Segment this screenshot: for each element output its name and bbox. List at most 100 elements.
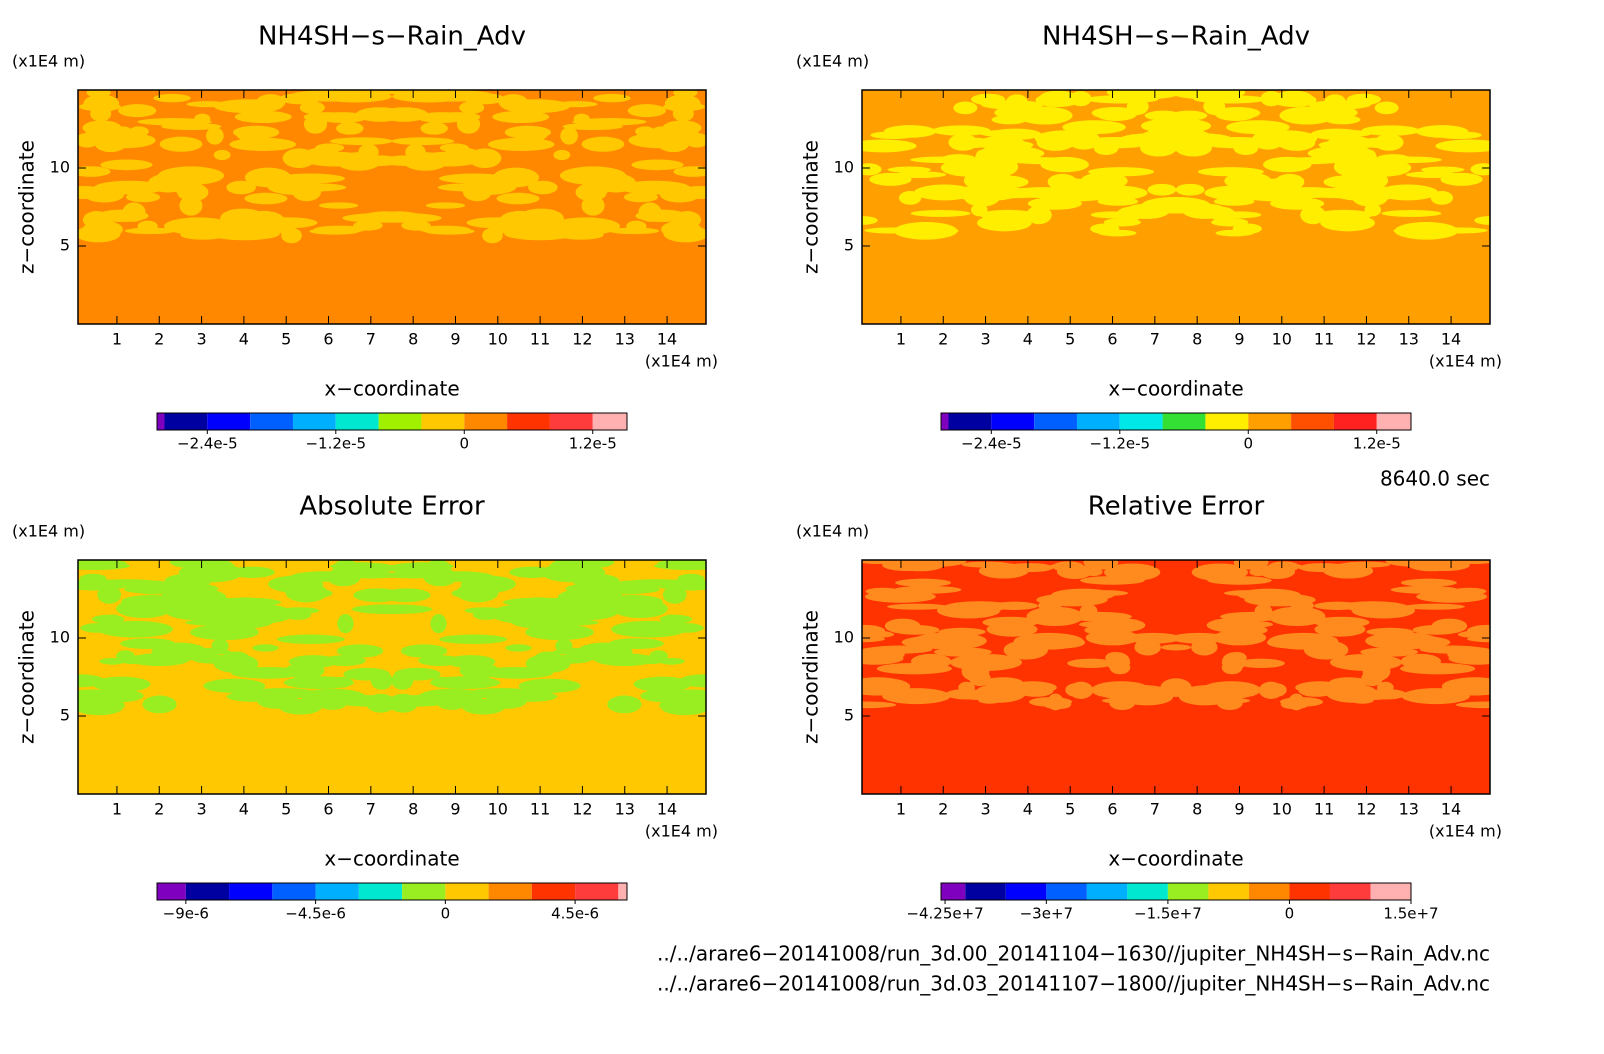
x-tick-label: 4 <box>239 330 249 349</box>
contour-patch <box>122 202 146 222</box>
colorbar-tick-label: −3e+7 <box>1020 905 1073 923</box>
contour-patch <box>573 113 590 124</box>
contour-patch <box>425 202 466 209</box>
contour-patch <box>1441 677 1490 696</box>
contour-patch <box>1470 163 1490 176</box>
contour-patch <box>945 688 987 700</box>
contour-patch <box>437 183 512 192</box>
x-tick-label: 2 <box>938 330 948 349</box>
contour-patch <box>633 676 692 692</box>
contour-patch <box>635 126 655 137</box>
contour-patch <box>302 151 369 167</box>
x-axis-label: x−coordinate <box>1108 377 1243 401</box>
contour-patch <box>1039 90 1078 105</box>
colorbar-segment <box>1370 883 1411 900</box>
contour-patch <box>94 180 165 195</box>
contour-patch <box>1013 632 1084 650</box>
contour-patch <box>1258 178 1303 193</box>
x-tick-label: 12 <box>572 800 592 819</box>
contour-patch <box>430 676 501 689</box>
colorbar-tick-label: 1.2e-5 <box>569 435 617 453</box>
contour-patch <box>657 135 690 153</box>
contour-patch <box>203 678 266 693</box>
colorbar-tick-label: 1.5e+7 <box>1383 905 1438 923</box>
contour-patch <box>1374 101 1399 115</box>
contour-patch <box>1075 137 1152 149</box>
contour-patch <box>1026 606 1084 627</box>
x-tick-label: 11 <box>1314 800 1334 819</box>
contour-patch <box>437 696 467 710</box>
panel-title: NH4SH−s−Rain_Adv <box>258 22 526 52</box>
contour-patch <box>1365 688 1407 700</box>
colorbar-segment <box>965 883 1006 900</box>
contour-patch <box>1144 110 1182 121</box>
colorbar-segment <box>549 413 593 430</box>
x-tick-label: 3 <box>196 800 206 819</box>
x-tick-label: 5 <box>1065 330 1075 349</box>
x-axis-label: x−coordinate <box>1108 847 1243 871</box>
contour-patch <box>391 671 414 690</box>
contour-patch <box>1269 562 1302 570</box>
contour-patch <box>1116 206 1144 221</box>
contour-patch <box>1380 635 1451 649</box>
contour-patch <box>1360 647 1419 657</box>
contour-patch <box>1147 183 1177 196</box>
contour-patch <box>221 651 249 663</box>
colorbar-segment <box>378 413 422 430</box>
contour-patch <box>581 136 625 152</box>
contour-patch <box>975 175 1029 189</box>
colorbar-segment <box>1005 883 1047 900</box>
x-tick-label: 7 <box>1150 800 1160 819</box>
contour-patch <box>207 605 283 626</box>
contour-patch <box>388 693 419 713</box>
contour-patch <box>97 585 122 604</box>
contour-patch <box>862 216 878 225</box>
colorbar-segment <box>207 413 251 430</box>
y-tick-label: 10 <box>50 628 70 647</box>
x-tick-label: 10 <box>1272 800 1292 819</box>
x-tick-label: 9 <box>450 800 460 819</box>
contour-patch <box>1340 561 1391 568</box>
contour-patch <box>1314 616 1370 629</box>
colorbar-segment <box>250 413 293 430</box>
contour-patch <box>159 136 203 152</box>
contour-patch <box>1069 659 1131 667</box>
contour-patch <box>870 131 916 139</box>
contour-patch <box>608 227 660 235</box>
contour-patch <box>658 658 685 665</box>
contour-patch <box>978 697 1002 704</box>
contour-patch <box>219 613 243 631</box>
contour-patch <box>78 225 121 243</box>
contour-patch <box>317 696 347 710</box>
colorbar-tick-label: 0 <box>459 435 469 453</box>
contour-patch <box>862 635 886 643</box>
contour-patch <box>1208 206 1236 221</box>
contour-patch <box>1361 670 1383 687</box>
plot-frame <box>861 89 1491 325</box>
contour-patch <box>290 571 355 582</box>
contour-patch <box>975 150 992 165</box>
contour-patch <box>78 132 100 148</box>
x-tick-label: 11 <box>530 800 550 819</box>
contour-patch <box>947 161 972 170</box>
contour-patch <box>1474 216 1490 225</box>
contour-patch <box>417 112 467 124</box>
contour-patch <box>662 120 702 136</box>
x-tick-label: 2 <box>938 800 948 819</box>
contour-patch <box>439 634 508 645</box>
x-tick-label: 2 <box>154 800 164 819</box>
x-tick-label: 3 <box>980 330 990 349</box>
y-axis-label: z−coordinate <box>799 610 823 744</box>
contour-patch <box>209 219 259 227</box>
contour-patch <box>662 585 687 604</box>
colorbar-tick-label: 0 <box>1285 905 1295 923</box>
colorbar-segment <box>464 413 508 430</box>
colorbar-frame <box>940 412 1412 431</box>
contour-patch <box>329 137 393 146</box>
contour-patch <box>983 677 1023 688</box>
contour-patch <box>657 560 706 568</box>
contour-patch <box>282 148 316 169</box>
contour-patch <box>1258 681 1284 699</box>
colorbar-segment <box>1046 883 1087 900</box>
contour-patch <box>352 604 423 615</box>
